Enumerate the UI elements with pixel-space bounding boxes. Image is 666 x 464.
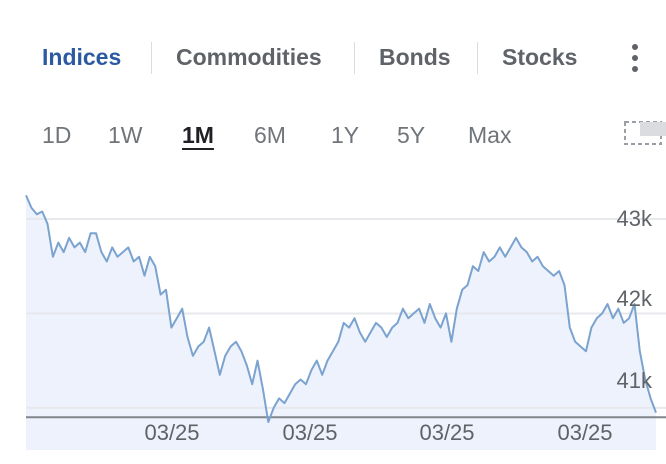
x-tick-label: 03/25 [282,420,338,445]
price-chart-svg [25,194,666,450]
vertical-dots-icon[interactable] [624,42,646,74]
tab-indices[interactable]: Indices [42,44,122,70]
x-tick-label: 03/25 [144,420,200,445]
range-1d[interactable]: 1D [42,122,72,148]
x-tick-label: 03/25 [557,420,613,445]
range-1y[interactable]: 1Y [331,122,360,148]
chart-area-fill [26,195,656,450]
tab-commodities[interactable]: Commodities [176,44,322,70]
range-6m[interactable]: 6M [254,122,286,148]
x-tick-label: 03/25 [419,420,475,445]
y-tick-label: 41k [616,368,652,393]
range-max[interactable]: Max [468,122,512,148]
expand-chart-icon[interactable] [622,116,666,146]
range-5y[interactable]: 5Y [397,122,426,148]
tab-divider [477,42,478,74]
price-chart[interactable]: 43k 42k 41k 03/25 03/25 03/25 03/25 [0,178,666,464]
tab-divider [354,42,355,74]
range-1m[interactable]: 1M [182,122,214,148]
tab-divider [151,42,152,74]
y-tick-label: 42k [616,286,652,311]
tab-stocks[interactable]: Stocks [502,44,578,70]
tab-bonds[interactable]: Bonds [379,44,451,70]
range-1w[interactable]: 1W [108,122,143,148]
time-range-selector: 1D 1W 1M 6M 1Y 5Y Max [0,116,666,156]
price-line [25,194,657,423]
y-tick-label: 43k [616,206,652,231]
market-tabs: Indices Commodities Bonds Stocks [0,30,666,86]
